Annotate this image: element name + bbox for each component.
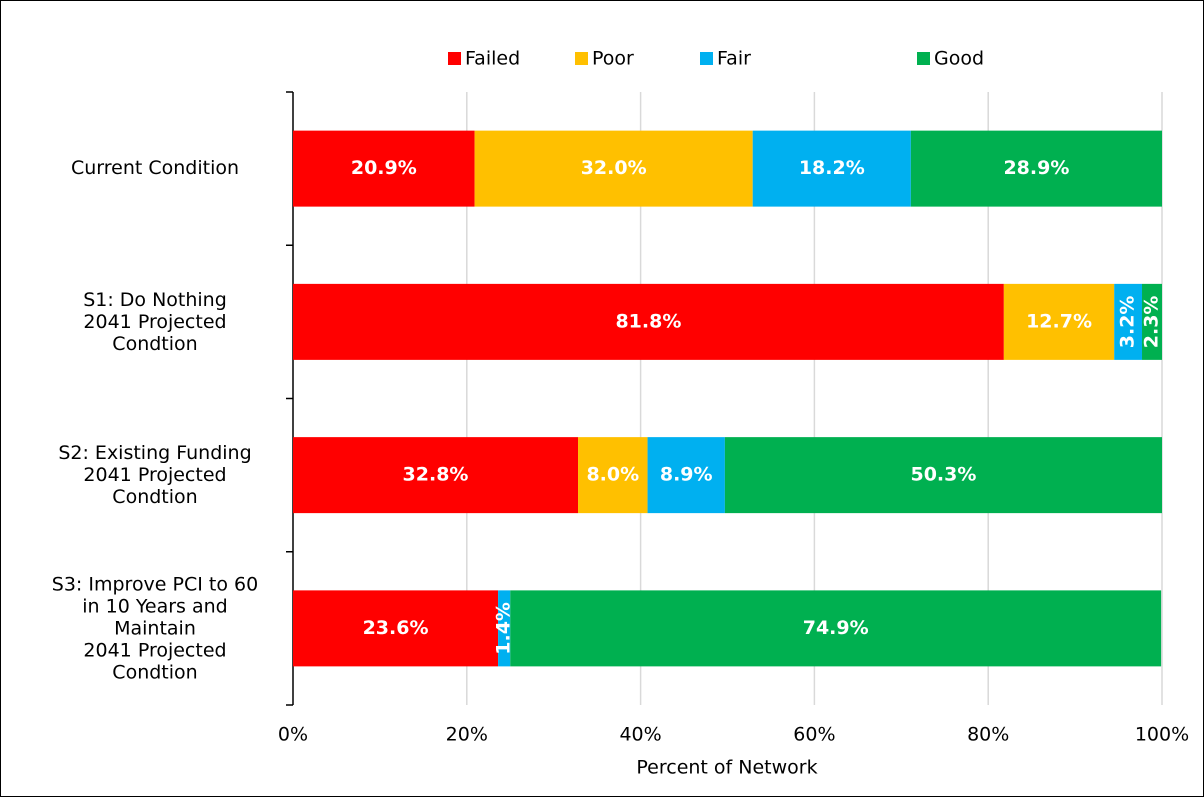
x-tick-label: 20% [446,724,488,746]
bar-segment [293,437,579,514]
bar-segment [498,590,511,667]
legend-label: Failed [465,48,520,70]
data-label: 2.3% [1141,296,1163,349]
legend-swatch [700,52,713,65]
x-axis-title: Percent of Network [636,757,817,779]
y-tick-label: Current Condition [71,157,239,179]
x-tick-label: 0% [278,724,308,746]
legend-label: Poor [592,48,634,70]
legend-swatch [448,52,461,65]
data-label: 1.4% [493,602,515,655]
x-tick-label: 60% [793,724,835,746]
bar-segment [1142,283,1162,360]
x-tick-label: 80% [967,724,1009,746]
legend-swatch [917,52,930,65]
data-label: 50.3% [910,464,976,486]
y-tick-label: S2: Existing Funding 2041 Projected Condti… [58,442,251,508]
data-label: 28.9% [1003,157,1069,179]
bar-segment [752,130,911,207]
bar-segment [1003,283,1115,360]
bar-segment [293,590,499,667]
data-label: 32.0% [581,157,647,179]
bar-segment [474,130,753,207]
data-label: 20.9% [351,157,417,179]
bar-segment [1114,283,1143,360]
y-tick-label: S3: Improve PCI to 60 in 10 Years and Main… [52,573,258,683]
data-label: 74.9% [803,617,869,639]
data-label: 18.2% [799,157,865,179]
data-label: 81.8% [615,310,681,332]
data-label: 3.2% [1117,296,1139,349]
bar-segment [724,437,1162,514]
x-tick-label: 100% [1135,724,1189,746]
data-label: 8.9% [660,464,713,486]
x-tick-label: 40% [619,724,661,746]
bar-segment [910,130,1162,207]
legend-label: Fair [717,48,751,70]
data-label: 23.6% [363,617,429,639]
legend-swatch [575,52,588,65]
legend-label: Good [934,48,984,70]
bar-segment [293,283,1004,360]
data-label: 12.7% [1026,310,1092,332]
bar-segment [647,437,725,514]
data-label: 32.8% [403,464,469,486]
bar-segment [293,130,475,207]
data-label: 8.0% [586,464,639,486]
bar-segment [578,437,648,514]
bar-segment [510,590,1162,667]
y-tick-label: S1: Do Nothing 2041 Projected Condtion [83,288,227,354]
